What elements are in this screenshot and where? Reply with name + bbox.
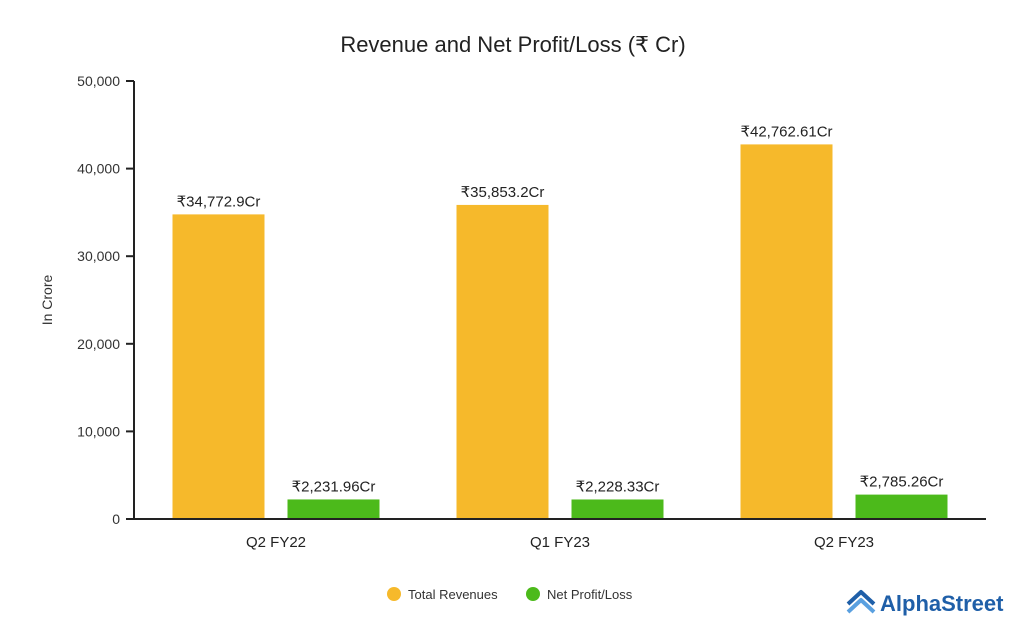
brand-logo: AlphaStreet (846, 590, 1004, 616)
data-label: ₹42,762.61Cr (740, 123, 832, 140)
category-label: Q1 FY23 (530, 534, 590, 551)
category-labels: Q2 FY22 Q1 FY23 Q2 FY23 (246, 534, 874, 551)
y-tick-label: 50,000 (77, 73, 120, 89)
bar-net-profit-loss (287, 499, 380, 519)
alphastreet-logo-icon (846, 590, 876, 614)
y-tick-label: 30,000 (77, 248, 120, 264)
data-label: ₹2,785.26Cr (860, 474, 944, 491)
brand-name: AlphaStreet (880, 591, 1004, 616)
bar-total-revenues (172, 214, 265, 519)
y-axis-ticks: 0 10,000 20,000 30,000 40,000 50,000 (77, 73, 134, 527)
data-label: ₹34,772.9Cr (177, 193, 261, 210)
chart-title: Revenue and Net Profit/Loss (₹ Cr) (340, 32, 685, 57)
data-label: ₹2,228.33Cr (576, 478, 660, 495)
legend-swatch-net-profit-loss (526, 587, 540, 601)
y-axis-label: In Crore (39, 275, 55, 326)
y-tick-label: 10,000 (77, 423, 120, 439)
legend-label-total-revenues: Total Revenues (408, 587, 498, 602)
y-tick-label: 0 (112, 511, 120, 527)
data-label: ₹2,231.96Cr (292, 478, 376, 495)
legend: Total Revenues Net Profit/Loss (387, 587, 633, 602)
legend-swatch-total-revenues (387, 587, 401, 601)
bar-net-profit-loss (571, 499, 664, 519)
category-label: Q2 FY23 (814, 534, 874, 551)
y-tick-label: 40,000 (77, 161, 120, 177)
bar-total-revenues (740, 144, 833, 519)
y-tick-label: 20,000 (77, 336, 120, 352)
category-label: Q2 FY22 (246, 534, 306, 551)
legend-label-net-profit-loss: Net Profit/Loss (547, 587, 633, 602)
bars (172, 144, 948, 519)
data-label: ₹35,853.2Cr (461, 184, 545, 201)
data-labels: ₹34,772.9Cr ₹2,231.96Cr ₹35,853.2Cr ₹2,228.… (177, 123, 944, 495)
bar-total-revenues (456, 204, 549, 519)
bar-net-profit-loss (855, 494, 948, 519)
